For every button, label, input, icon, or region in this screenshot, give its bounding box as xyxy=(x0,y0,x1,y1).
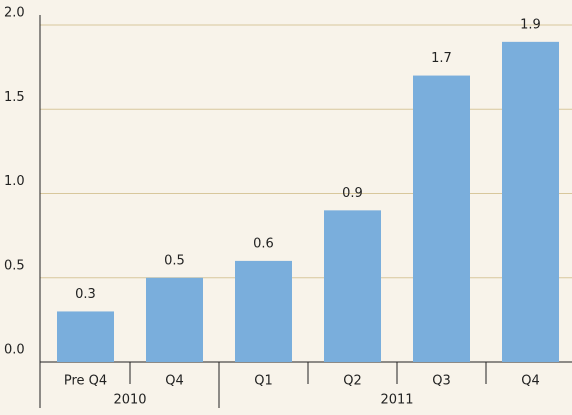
value-label: 0.6 xyxy=(253,236,274,251)
value-label: 0.5 xyxy=(164,253,185,268)
x-tick-label: Q2 xyxy=(343,374,362,389)
value-label: 1.7 xyxy=(431,51,452,66)
bar xyxy=(57,311,114,362)
y-tick-label: 2.0 xyxy=(4,6,25,21)
bar xyxy=(413,75,470,363)
value-label: 0.3 xyxy=(75,287,96,302)
bar xyxy=(235,260,292,362)
y-tick-label: 0.0 xyxy=(4,343,25,358)
x-tick-label: Q4 xyxy=(165,374,184,389)
y-tick-label: 1.0 xyxy=(4,174,25,189)
x-tick-label: Q3 xyxy=(432,374,451,389)
bar xyxy=(502,41,559,362)
x-tick-label: Q4 xyxy=(521,374,540,389)
value-label: 1.9 xyxy=(520,17,541,32)
y-tick-label: 0.5 xyxy=(4,258,25,273)
value-label: 0.9 xyxy=(342,186,363,201)
x-tick-label: Pre Q4 xyxy=(64,374,107,389)
y-tick-label: 1.5 xyxy=(4,90,25,105)
group-label: 2010 xyxy=(113,393,146,408)
group-label: 2011 xyxy=(380,393,413,408)
x-tick-label: Q1 xyxy=(254,374,273,389)
bar xyxy=(324,210,381,362)
bar xyxy=(146,277,203,362)
